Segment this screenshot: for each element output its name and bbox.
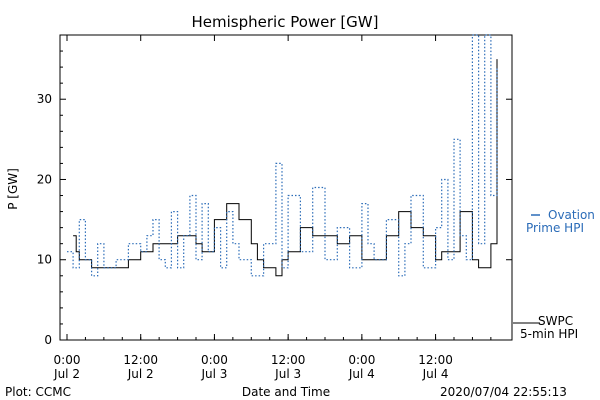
x-tick-date-label: Jul 2 xyxy=(127,367,154,381)
x-tick-date-label: Jul 3 xyxy=(274,367,301,381)
legend-ovation-line1: Ovation xyxy=(548,208,595,222)
series-line-ovation xyxy=(67,34,498,277)
chart-title: Hemispheric Power [GW] xyxy=(192,13,379,31)
legend-swpc-line2: 5-min HPI xyxy=(520,327,578,341)
x-tick-date-label: Jul 4 xyxy=(422,367,449,381)
x-tick-time-label: 12:00 xyxy=(123,353,158,367)
footer-credit: Plot: CCMC xyxy=(5,385,71,399)
y-tick-label: 20 xyxy=(37,172,52,186)
x-tick-time-label: 12:00 xyxy=(418,353,453,367)
series-layer xyxy=(67,34,498,277)
y-axis-label: P [GW] xyxy=(6,168,20,210)
legend-swpc-line1: SWPC xyxy=(538,314,573,328)
y-axis: 0 10 20 30 xyxy=(37,34,512,347)
y-tick-label: 0 xyxy=(44,333,52,347)
legend-ovation-line2: Prime HPI xyxy=(526,221,584,235)
footer-timestamp: 2020/07/04 22:55:13 xyxy=(440,385,567,399)
legend-ovation: Ovation Prime HPI xyxy=(526,208,595,235)
x-tick-time-label: 12:00 xyxy=(271,353,306,367)
y-tick-label: 30 xyxy=(37,92,52,106)
x-tick-time-label: 0:00 xyxy=(348,353,375,367)
x-tick-time-label: 0:00 xyxy=(201,353,228,367)
series-line-swpc xyxy=(73,59,498,277)
x-tick-date-label: Jul 2 xyxy=(53,367,80,381)
legend-swpc: SWPC 5-min HPI xyxy=(513,314,578,341)
x-tick-date-label: Jul 3 xyxy=(200,367,227,381)
x-axis-label: Date and Time xyxy=(242,385,330,399)
x-tick-date-label: Jul 4 xyxy=(348,367,375,381)
y-tick-label: 10 xyxy=(37,253,52,267)
plot-area-frame xyxy=(59,34,513,341)
x-tick-time-label: 0:00 xyxy=(54,353,81,367)
